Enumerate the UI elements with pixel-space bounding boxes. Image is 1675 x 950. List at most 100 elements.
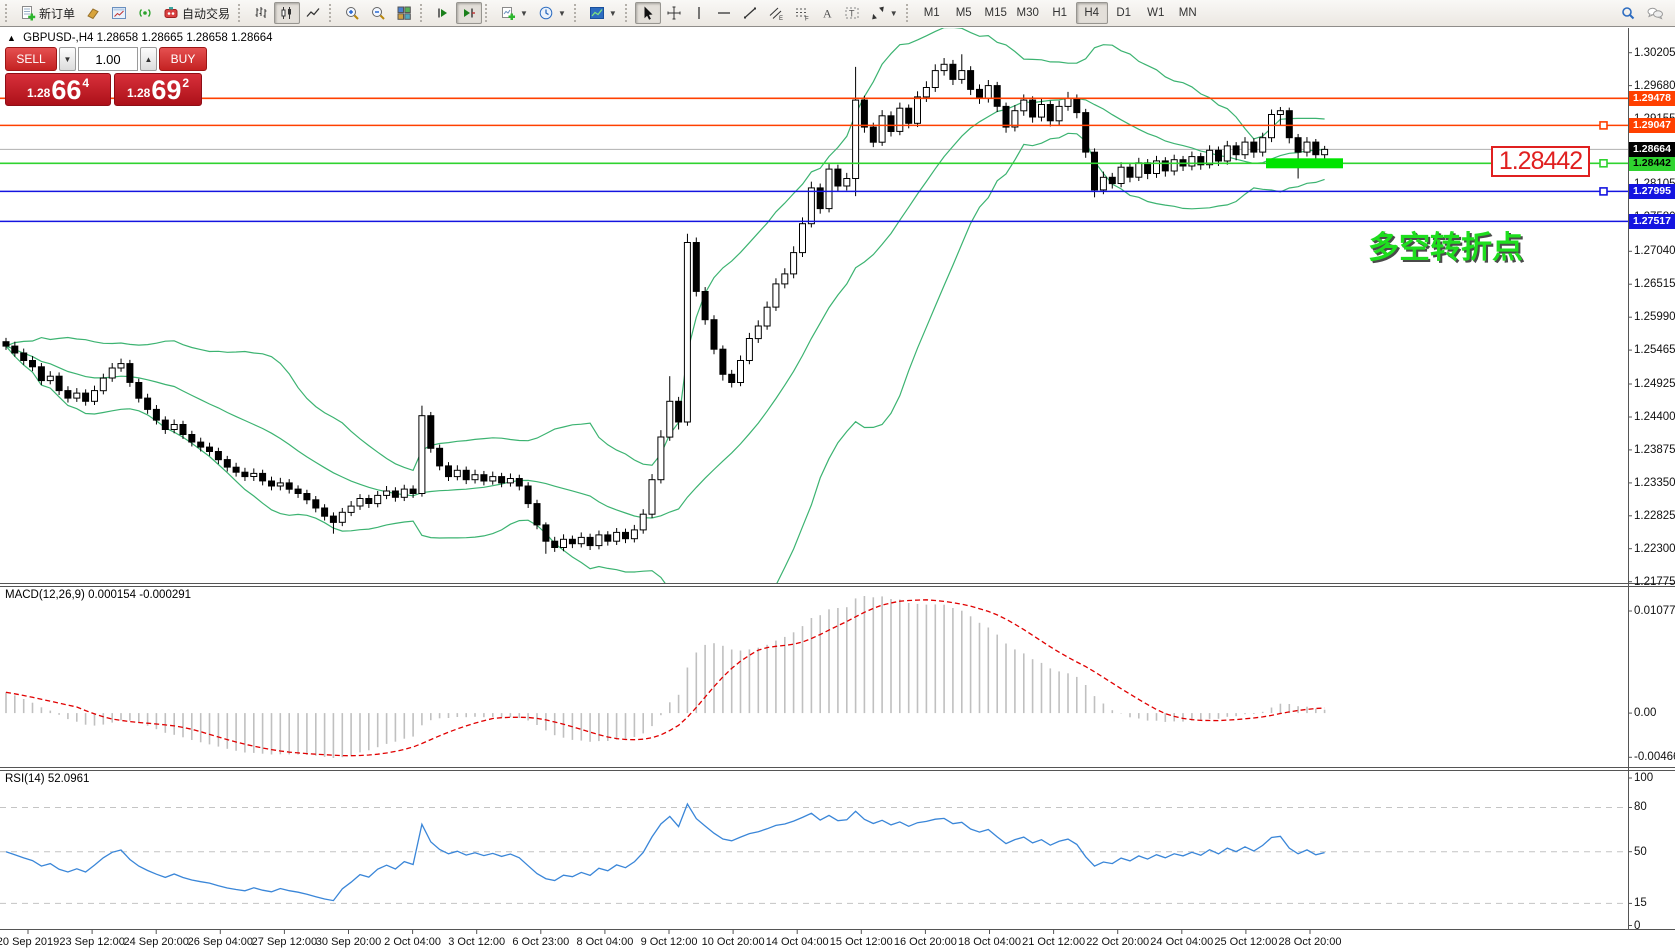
bar-chart-button[interactable] bbox=[248, 2, 274, 24]
line-chart-button[interactable] bbox=[300, 2, 326, 24]
macd-label: MACD(12,26,9) 0.000154 -0.000291 bbox=[5, 589, 192, 601]
dropdown-caret-icon: ▼ bbox=[520, 8, 528, 18]
new-order-icon bbox=[20, 5, 36, 21]
timeframe-mn-button[interactable]: MN bbox=[1172, 2, 1204, 24]
pivot-annotation-text: 多空转折点 bbox=[1368, 230, 1523, 265]
rsi-tick-label: 100 bbox=[1634, 771, 1654, 784]
signals-icon bbox=[137, 5, 153, 21]
rsi-tick-label: 0 bbox=[1634, 919, 1641, 932]
macd-tick-label: -0.004668 bbox=[1634, 751, 1675, 764]
rsi-label: RSI(14) 52.0961 bbox=[5, 773, 90, 785]
timeframe-m5-button[interactable]: M5 bbox=[948, 2, 980, 24]
timeframe-m30-button[interactable]: M30 bbox=[1012, 2, 1044, 24]
template-dropdown[interactable]: ▼ bbox=[584, 2, 622, 24]
svg-text:A: A bbox=[823, 7, 832, 21]
template-icon bbox=[589, 5, 605, 21]
price-line-badge: 1.28442 bbox=[1629, 155, 1675, 171]
price-line-badge: 1.27995 bbox=[1629, 183, 1675, 199]
community-button[interactable] bbox=[1641, 2, 1669, 24]
text-label-tool-button[interactable]: T bbox=[839, 2, 865, 24]
tile-windows-button[interactable] bbox=[391, 2, 417, 24]
channel-tool-button[interactable]: E bbox=[763, 2, 789, 24]
price-tick-label: 1.27040 bbox=[1634, 245, 1675, 258]
chart-window-icon bbox=[111, 5, 127, 21]
line-chart-icon bbox=[305, 5, 321, 21]
zoom-in-icon bbox=[344, 5, 360, 21]
sell-price-pipette: 4 bbox=[82, 76, 90, 90]
eraser-button[interactable] bbox=[80, 2, 106, 24]
price-line-badge: 1.29047 bbox=[1629, 117, 1675, 133]
time-label: 21 Oct 12:00 bbox=[1022, 936, 1086, 948]
time-label: 28 Oct 20:00 bbox=[1278, 936, 1342, 948]
svg-text:F: F bbox=[805, 17, 809, 22]
zoom-out-button[interactable] bbox=[365, 2, 391, 24]
toolbar-grip bbox=[485, 4, 492, 22]
time-label: 25 Oct 12:00 bbox=[1214, 936, 1278, 948]
volume-increase-button[interactable]: ▲ bbox=[140, 47, 157, 71]
buy-button[interactable]: BUY bbox=[159, 47, 207, 71]
sell-price-big: 66 bbox=[51, 75, 82, 105]
new-order-button[interactable]: 新订单 bbox=[15, 2, 80, 24]
symbol-info: ▲ GBPUSD-,H4 1.28658 1.28665 1.28658 1.2… bbox=[7, 32, 273, 44]
vertical-line-tool-button[interactable] bbox=[687, 2, 711, 24]
text-label-icon: T bbox=[844, 5, 860, 21]
horizontal-line-tool-button[interactable] bbox=[711, 2, 737, 24]
price-line-badge: 1.27517 bbox=[1629, 213, 1675, 229]
timeframe-m15-button[interactable]: M15 bbox=[980, 2, 1012, 24]
time-label: 27 Sep 12:00 bbox=[251, 936, 318, 948]
chart-window-button[interactable] bbox=[106, 2, 132, 24]
candlestick-chart-button[interactable] bbox=[274, 2, 301, 24]
timeframe-h4-button[interactable]: H4 bbox=[1075, 2, 1108, 24]
text-tool-button[interactable]: A bbox=[815, 2, 839, 24]
arrows-dropdown[interactable]: ▼ bbox=[865, 2, 903, 24]
search-button[interactable] bbox=[1615, 2, 1641, 24]
dropdown-caret-icon: ▼ bbox=[608, 8, 617, 18]
candlestick-chart-icon bbox=[279, 5, 295, 21]
cursor-tool-button[interactable] bbox=[634, 2, 661, 24]
eraser-icon bbox=[85, 5, 101, 21]
price-tick-label: 1.22300 bbox=[1634, 542, 1675, 555]
dropdown-caret-icon: ▼ bbox=[557, 8, 566, 18]
clock-icon bbox=[538, 5, 554, 21]
volume-input[interactable] bbox=[78, 47, 138, 71]
autotrading-label: 自动交易 bbox=[182, 6, 231, 21]
search-icon bbox=[1620, 5, 1636, 21]
tile-windows-icon bbox=[396, 5, 412, 21]
chart-shift-button[interactable] bbox=[430, 2, 456, 24]
price-tick-label: 1.24400 bbox=[1634, 410, 1675, 423]
autotrading-button[interactable]: 自动交易 bbox=[158, 2, 235, 24]
sell-button[interactable]: SELL bbox=[5, 47, 57, 71]
crosshair-tool-button[interactable] bbox=[661, 2, 687, 24]
macd-tick-label: 0.010775 bbox=[1634, 605, 1675, 618]
fibonacci-tool-button[interactable]: F bbox=[789, 2, 815, 24]
signals-button[interactable] bbox=[132, 2, 158, 24]
cursor-icon bbox=[640, 5, 656, 21]
timeframe-m1-button[interactable]: M1 bbox=[916, 2, 948, 24]
current-price-badge: 1.28664 bbox=[1629, 141, 1675, 157]
zoom-in-button[interactable] bbox=[339, 2, 365, 24]
auto-scroll-button[interactable] bbox=[456, 2, 483, 24]
time-label: 2 Oct 04:00 bbox=[384, 936, 442, 948]
price-tick-label: 1.23350 bbox=[1634, 476, 1675, 489]
zoom-out-icon bbox=[370, 5, 386, 21]
toolbar-grip bbox=[624, 4, 632, 22]
timeframe-w1-button[interactable]: W1 bbox=[1140, 2, 1172, 24]
timeframe-d1-button[interactable]: D1 bbox=[1108, 2, 1140, 24]
sell-price-button[interactable]: 1.28 66 4 bbox=[5, 73, 111, 106]
volume-decrease-button[interactable]: ▼ bbox=[59, 47, 76, 71]
period-dropdown[interactable]: ▼ bbox=[533, 2, 571, 24]
trendline-tool-button[interactable] bbox=[737, 2, 763, 24]
timeframe-h1-button[interactable]: H1 bbox=[1044, 2, 1076, 24]
vertical-line-icon bbox=[692, 5, 706, 21]
autotrading-icon bbox=[163, 5, 179, 21]
svg-text:T: T bbox=[849, 9, 855, 19]
new-chart-dropdown[interactable]: ▼ bbox=[495, 2, 533, 24]
price-line-badge: 1.29478 bbox=[1629, 90, 1675, 106]
buy-price-button[interactable]: 1.28 69 2 bbox=[114, 73, 202, 106]
chat-bubbles-icon bbox=[1646, 5, 1664, 21]
time-label: 22 Oct 20:00 bbox=[1086, 936, 1150, 948]
toolbar-grip bbox=[420, 4, 427, 22]
bar-high: 1.28665 bbox=[141, 32, 183, 44]
